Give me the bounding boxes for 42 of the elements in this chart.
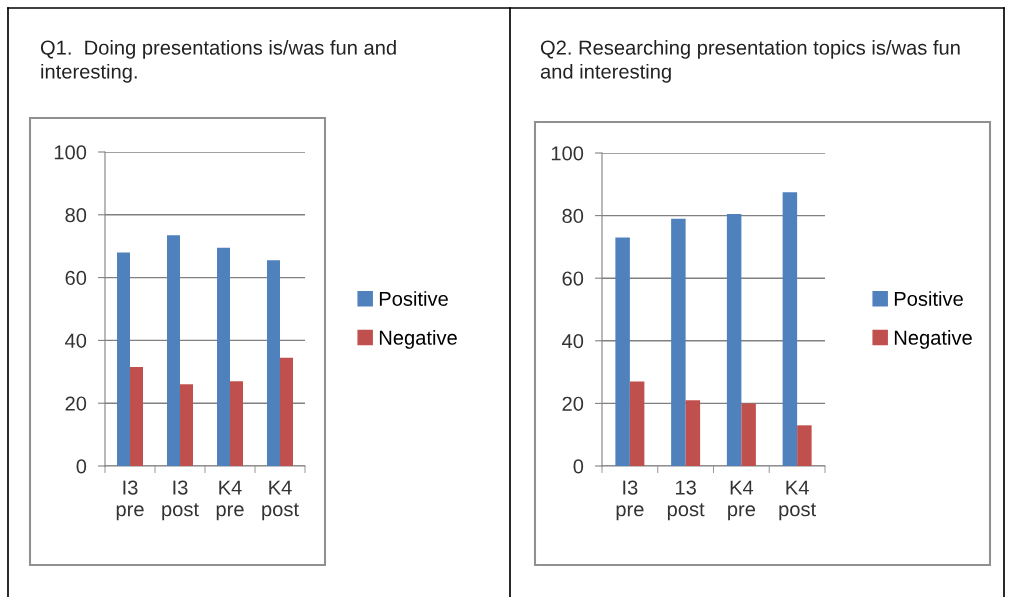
y-tick-label: 80 (65, 208, 87, 223)
y-tick-label: 60 (562, 271, 584, 286)
y-tick-label: 0 (76, 459, 87, 474)
legend-label: Positive (379, 291, 448, 306)
y-tick-label: 0 (573, 459, 584, 474)
bar (280, 357, 293, 466)
bar (741, 403, 756, 466)
bar (629, 381, 645, 466)
y-tick-label: 100 (551, 146, 584, 161)
x-tick-label: I3 pre (116, 480, 144, 521)
bar (180, 384, 193, 466)
x-tick-label: 13 post (667, 480, 705, 521)
bar (130, 367, 143, 466)
y-tick-label: 20 (562, 396, 584, 411)
bar (685, 400, 701, 466)
x-tick-label: K4 pre (216, 480, 244, 521)
x-tick-label: I3 post (162, 480, 199, 521)
legend-label: Positive (894, 291, 963, 306)
x-tick-label: I3 pre (616, 480, 644, 521)
legend-label: Negative (379, 330, 457, 349)
y-tick-label: 40 (65, 333, 87, 348)
legend-label: Negative (894, 330, 972, 349)
bar (782, 192, 798, 466)
y-tick-label: 80 (562, 208, 584, 224)
y-tick-label: 40 (562, 334, 584, 349)
x-tick-label: K4 post (779, 480, 817, 521)
bar (797, 425, 812, 466)
chart-title: Q2. Researching presentation topics is/was fun and interesting (540, 40, 960, 83)
y-tick-label: 20 (65, 396, 87, 411)
x-tick-label: K4 pre (728, 480, 756, 521)
bar (267, 260, 280, 466)
bar (671, 218, 686, 466)
bar (217, 247, 230, 466)
chart-title: Q1. Doing presentations is/was fun and interesting. (40, 40, 396, 83)
x-tick-label: K4 post (262, 480, 299, 521)
bar (726, 214, 742, 466)
y-tick-label: 100 (54, 145, 87, 160)
bar (230, 381, 243, 466)
bar (117, 252, 130, 466)
bar (615, 237, 630, 466)
y-tick-label: 60 (65, 270, 87, 286)
bar (167, 235, 180, 466)
